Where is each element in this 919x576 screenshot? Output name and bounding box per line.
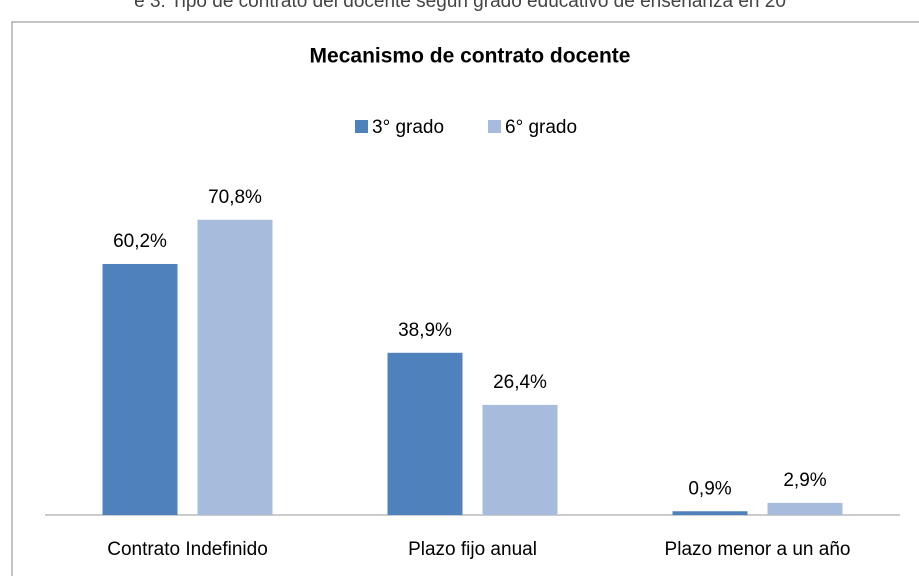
chart-title: Mecanismo de contrato docente — [310, 45, 631, 68]
bar — [387, 352, 463, 515]
bar — [672, 511, 748, 515]
bar — [482, 404, 558, 515]
legend-swatch — [355, 120, 368, 133]
data-label: 38,9% — [398, 320, 452, 341]
bar — [767, 502, 843, 515]
data-label: 70,8% — [208, 187, 262, 208]
x-tick-label: Plazo fijo anual — [408, 539, 537, 560]
caption: e 3: Tipo de contrato del docente según … — [134, 0, 786, 12]
data-label: 60,2% — [113, 231, 167, 252]
bar — [197, 219, 273, 515]
x-tick-label: Plazo menor a un año — [665, 539, 851, 560]
bar — [102, 263, 178, 515]
legend-label: 3° grado — [372, 117, 444, 138]
x-tick-label: Contrato Indefinido — [107, 539, 268, 560]
data-label: 26,4% — [493, 372, 547, 393]
data-label: 0,9% — [688, 478, 731, 499]
data-label: 2,9% — [783, 470, 826, 491]
legend-label: 6° grado — [505, 117, 577, 138]
legend-swatch — [488, 120, 501, 133]
